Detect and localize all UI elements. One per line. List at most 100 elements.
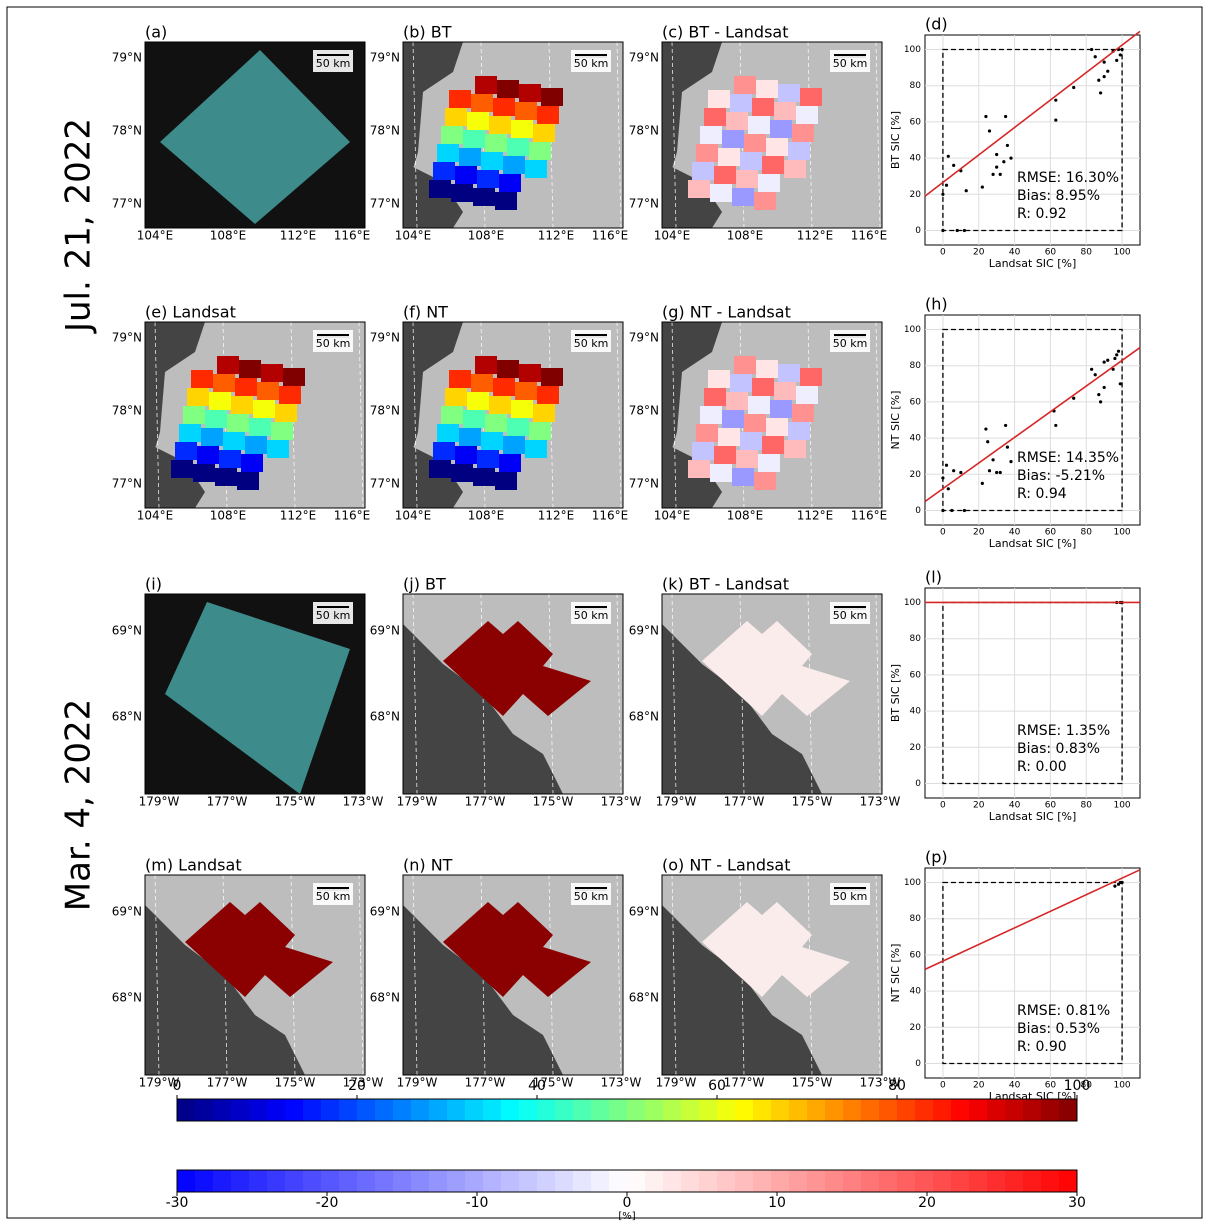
point <box>1102 60 1106 64</box>
colorbar-cell <box>1059 1099 1078 1121</box>
sic-cell <box>778 84 800 102</box>
lon-label: 177°W <box>465 1076 506 1090</box>
point <box>980 481 984 485</box>
point <box>998 172 1002 176</box>
sic-cell <box>784 160 806 178</box>
sic-cell <box>223 432 245 450</box>
point <box>1120 47 1124 52</box>
satellite-scene <box>160 50 350 224</box>
sic-cell <box>245 436 267 454</box>
graticule <box>616 593 622 795</box>
colorbar-cell <box>555 1099 574 1121</box>
lon-label: 116°E <box>592 509 629 523</box>
sic-cell <box>219 450 241 468</box>
colorbar-tick-label: 20 <box>918 1195 936 1211</box>
sic-cell <box>499 454 521 472</box>
colorbar-cell <box>915 1170 934 1192</box>
panel-title: (f) NT <box>403 303 448 322</box>
scale-label: 50 km <box>574 890 609 903</box>
point <box>1072 396 1076 400</box>
lon-label: 112°E <box>280 229 317 243</box>
sic-cell <box>433 162 455 180</box>
colorbar-cell <box>699 1099 718 1121</box>
lat-label: 68°N <box>112 991 142 1005</box>
lon-label: 179°W <box>139 1076 180 1090</box>
sic-cell <box>241 454 263 472</box>
scale-label: 50 km <box>316 337 351 350</box>
colorbar-cell <box>663 1170 682 1192</box>
colorbar-cell <box>933 1099 952 1121</box>
colorbar-cell <box>339 1099 358 1121</box>
point <box>1098 91 1103 95</box>
sic-cell <box>257 382 279 400</box>
colorbar-cell <box>735 1170 754 1192</box>
scale-label: 50 km <box>833 890 868 903</box>
y-tick-label: 60 <box>910 950 922 960</box>
colorbar-cell <box>969 1170 988 1192</box>
x-tick-label: 20 <box>973 248 985 258</box>
stat-annotation: Bias: 8.95% <box>1017 188 1100 204</box>
lat-label: 77°N <box>629 477 659 491</box>
y-tick-label: 60 <box>910 670 922 680</box>
point <box>987 469 992 473</box>
colorbar-cell <box>897 1099 916 1121</box>
lat-label: 77°N <box>112 477 142 491</box>
colorbar-cell <box>357 1170 376 1192</box>
point <box>1106 358 1110 362</box>
colorbar-cell <box>501 1099 520 1121</box>
stat-annotation: Bias: 0.53% <box>1017 1021 1100 1037</box>
sic-cell <box>726 112 748 130</box>
lat-label: 68°N <box>370 710 400 724</box>
lon-label: 112°E <box>538 509 575 523</box>
land <box>145 322 205 508</box>
sic-cell <box>688 460 710 478</box>
sic-cell <box>732 468 754 486</box>
panel-title: (h) <box>925 295 948 314</box>
colorbar-cell <box>429 1099 448 1121</box>
lat-label: 69°N <box>112 905 142 919</box>
point <box>991 172 995 176</box>
sic-cell <box>722 410 744 428</box>
point <box>1054 423 1058 428</box>
x-tick-label: 40 <box>1009 248 1021 258</box>
y-axis-label: NT SIC [%] <box>889 944 902 1003</box>
lat-label: 79°N <box>112 51 142 65</box>
sic-cell <box>467 392 489 410</box>
colorbar-tick-label: -10 <box>466 1195 489 1211</box>
lat-label: 78°N <box>629 124 659 138</box>
stat-annotation: RMSE: 16.30% <box>1017 170 1119 186</box>
sic-cell <box>451 464 473 482</box>
sic-cell <box>485 134 507 152</box>
colorbar-cell <box>303 1170 322 1192</box>
x-tick-label: 100 <box>1113 528 1130 538</box>
point <box>980 185 984 189</box>
stat-annotation: R: 0.94 <box>1017 486 1067 502</box>
lat-label: 69°N <box>629 624 659 638</box>
panel-title: (a) <box>145 23 167 42</box>
sic-cell <box>796 386 818 404</box>
x-tick-label: 20 <box>973 801 985 811</box>
colorbar-cell <box>321 1099 340 1121</box>
colorbar-cell <box>915 1099 934 1121</box>
lon-label: 116°E <box>851 509 888 523</box>
lon-label: 177°W <box>724 795 765 809</box>
y-tick-label: 40 <box>910 434 922 444</box>
sic-cell <box>191 370 213 388</box>
sic-cell <box>217 356 239 374</box>
sic-cell <box>433 442 455 460</box>
lat-label: 78°N <box>112 404 142 418</box>
panel-title: (p) <box>925 848 948 867</box>
colorbar-cell <box>177 1099 196 1121</box>
x-tick-label: 0 <box>940 801 946 811</box>
lon-label: 116°E <box>334 229 371 243</box>
y-tick-label: 20 <box>910 743 922 753</box>
sic-cell <box>692 442 714 460</box>
colorbar-cell <box>285 1099 304 1121</box>
sic-cell <box>511 400 533 418</box>
sic-cell <box>249 418 271 436</box>
lat-label: 68°N <box>629 710 659 724</box>
sic-cell <box>736 450 758 468</box>
sic-cell <box>429 180 451 198</box>
stat-annotation: RMSE: 0.81% <box>1017 1003 1110 1019</box>
reference-box <box>942 328 1123 512</box>
